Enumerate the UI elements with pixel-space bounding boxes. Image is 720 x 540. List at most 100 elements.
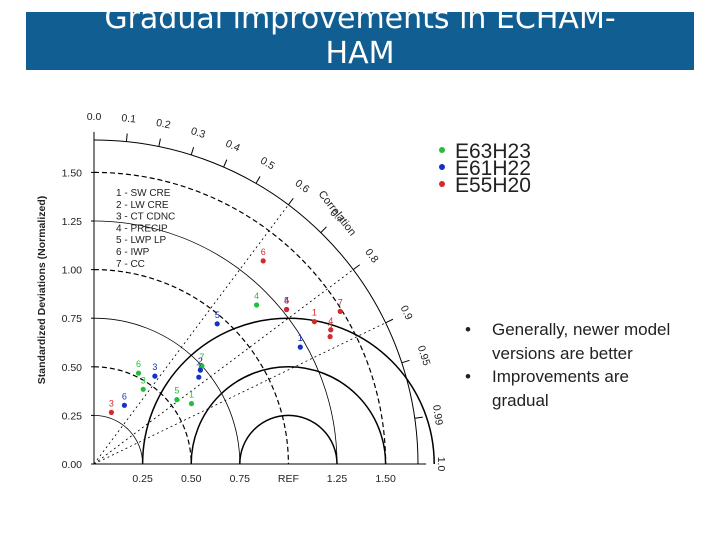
bullet-item: • Improvements are gradual (465, 365, 685, 412)
slide-title-line-2: HAM (325, 36, 395, 70)
corr-tick-label: 1.0 (435, 457, 447, 472)
rms-arc (239, 414, 338, 465)
y-tick-label: 0.75 (62, 313, 83, 325)
data-point-label: 1 (298, 333, 303, 343)
bullet-list: • Generally, newer model versions are be… (465, 318, 685, 412)
x-tick-label: REF (278, 473, 299, 485)
data-point-label: 4 (284, 296, 289, 306)
rms-arc (190, 366, 387, 465)
variable-legend-entry: 6 - IWP (116, 247, 150, 258)
corr-tick (385, 318, 394, 324)
correlation-ray (93, 204, 289, 465)
bullet-text: Generally, newer model versions are bett… (492, 320, 671, 363)
corr-tick-label: 0.95 (415, 344, 433, 367)
data-points: 13456712345671234567 (108, 247, 343, 415)
variable-legend-entry: 5 - LWP LP (116, 235, 167, 246)
data-point-label: 6 (122, 391, 127, 401)
corr-tick (288, 198, 294, 206)
legend-marker (439, 181, 445, 187)
data-point-label: 7 (196, 363, 201, 373)
correlation-ray (93, 269, 354, 465)
title-bar: Gradual improvements in ECHAM- HAM (26, 12, 694, 70)
variable-legend-entry: 4 - PRECIP (116, 223, 168, 234)
rms-arc (141, 317, 435, 465)
corr-tick (401, 359, 410, 364)
corr-tick (223, 159, 228, 168)
data-point (311, 319, 317, 325)
corr-tick (125, 133, 128, 142)
data-point-label: 5 (284, 296, 289, 306)
data-point (260, 258, 266, 264)
data-point (197, 367, 203, 373)
corr-tick-label: 0.3 (189, 125, 207, 141)
y-tick-label: 0.00 (62, 459, 83, 471)
corr-tick (320, 226, 327, 233)
data-point (199, 363, 205, 369)
x-tick-label: 1.50 (375, 473, 396, 485)
data-point-label: 2 (198, 356, 203, 366)
corr-tick-label: 0.1 (121, 112, 137, 125)
data-point (108, 409, 114, 415)
data-point (284, 306, 290, 313)
x-tick-label: 0.25 (132, 473, 153, 485)
data-point-label: 7 (199, 352, 204, 362)
corr-tick (414, 416, 423, 419)
data-point-label: 7 (338, 297, 343, 307)
data-point-label: 1 (312, 308, 317, 318)
data-point-label: 3 (109, 398, 114, 408)
data-point-label: 6 (261, 247, 266, 257)
data-point-label: 4 (328, 316, 333, 326)
data-point (174, 397, 180, 403)
outer-arc (93, 139, 419, 465)
data-point-label: 5 (215, 310, 220, 320)
data-point (135, 370, 142, 376)
bullet-marker: • (465, 367, 471, 386)
correlation-ray (93, 322, 386, 465)
corr-tick (190, 147, 195, 156)
legend-label: E63H23 (455, 140, 531, 163)
taylor-diagram: 0.0 0.1 0.20.30.40.50.60.70.80.90.950.991.… (36, 111, 531, 485)
corr-tick-label: 0.0 (87, 111, 102, 123)
std-arc (93, 366, 192, 465)
data-point-label: 3 (152, 362, 157, 372)
y-tick-label: 0.25 (62, 410, 83, 422)
diagram-frame (93, 139, 419, 465)
y-tick-label: 0.50 (62, 362, 83, 374)
bullet-item: • Generally, newer model versions are be… (465, 318, 685, 365)
corr-tick-label: 0.4 (224, 138, 242, 155)
y-tick-label: 1.00 (62, 265, 83, 277)
x-tick-label: 0.50 (181, 473, 202, 485)
data-point (214, 321, 220, 327)
data-point (196, 374, 202, 380)
data-point-label: 3 (141, 375, 146, 385)
variable-legend-entry: 3 - CT CDNC (116, 212, 175, 223)
data-point (254, 302, 260, 308)
std-arc (93, 415, 143, 465)
data-point (140, 386, 146, 392)
slide-title: Gradual improvements in ECHAM- HAM (26, 12, 694, 70)
y-tick-label: 1.25 (62, 216, 83, 228)
data-point-label: 4 (254, 291, 259, 301)
data-point (297, 344, 303, 350)
bullet-text: Improvements are gradual (492, 367, 629, 410)
legend-marker (439, 164, 445, 170)
corr-tick-label: 0.99 (430, 404, 445, 426)
y-axis-label: Standardized Deviations (Normalized) (36, 196, 48, 384)
corr-tick-label: 0.5 (258, 155, 277, 173)
corr-tick-label: 0.6 (293, 177, 312, 195)
y-tick-label: 1.50 (62, 167, 83, 179)
x-tick-label: 0.75 (230, 473, 251, 485)
corr-tick-label: 0.8 (362, 246, 380, 265)
data-point-label: 5 (174, 386, 179, 396)
variable-legend-entry: 7 - CC (116, 259, 145, 270)
legend-label: E61H22 (455, 157, 531, 180)
data-point (121, 402, 127, 408)
corr-tick-label: 0.2 (155, 117, 172, 132)
data-point (188, 401, 195, 407)
corr-tick (255, 176, 261, 184)
variable-legend-entry: 2 - LW CRE (116, 200, 169, 211)
std-arc (93, 269, 289, 465)
slide-title-line-1: Gradual improvements in ECHAM- (104, 12, 616, 36)
std-arc (93, 317, 241, 465)
